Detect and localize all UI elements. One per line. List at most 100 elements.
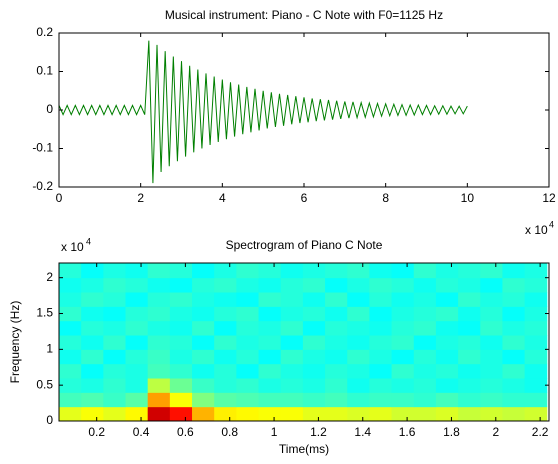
heat-cell	[347, 263, 370, 279]
heat-cell	[125, 378, 149, 393]
heat-cell	[236, 349, 260, 365]
heat-cell	[192, 263, 215, 279]
heat-cell	[391, 392, 415, 408]
heat-cell	[480, 320, 503, 336]
heat-cell	[192, 392, 215, 408]
heat-cell	[236, 320, 260, 336]
heat-cell	[502, 306, 526, 322]
x-tick-label: 0.8	[221, 425, 238, 439]
heat-cell	[169, 263, 193, 279]
heat-cell	[59, 306, 82, 322]
heat-cell	[413, 263, 437, 279]
heat-cell	[236, 277, 260, 293]
y-tick-label: 1.5	[36, 306, 53, 320]
heat-cell	[524, 263, 548, 279]
heat-cell	[192, 320, 215, 336]
x-tick-label: 2	[137, 191, 144, 205]
heat-cell	[147, 263, 171, 279]
heat-cell	[524, 349, 548, 365]
x-axis-label: Time(ms)	[279, 442, 329, 456]
heat-cell	[347, 306, 370, 322]
heat-cell	[147, 363, 171, 379]
heat-cell	[169, 392, 193, 408]
heat-cell	[59, 320, 82, 336]
heat-cell	[458, 320, 481, 336]
heat-cell	[502, 363, 526, 379]
heat-cell	[435, 335, 459, 350]
heat-cell	[258, 406, 282, 422]
heat-cell	[169, 306, 193, 322]
heat-cell	[480, 363, 503, 379]
heat-cell	[325, 392, 348, 408]
y-tick-label: 1	[46, 342, 53, 356]
heat-cell	[325, 335, 348, 350]
heat-cell	[258, 277, 282, 293]
heat-cell	[413, 392, 437, 408]
heat-cell	[236, 406, 260, 422]
heat-cell	[347, 392, 370, 408]
heat-cell	[435, 292, 459, 307]
y-multiplier: x 10	[61, 240, 84, 254]
heat-cell	[59, 335, 82, 350]
heat-cell	[325, 263, 348, 279]
x-multiplier-exponent: 4	[549, 219, 554, 229]
heat-cell	[347, 363, 370, 379]
y-tick-label: 0.2	[36, 25, 53, 39]
heat-cell	[214, 406, 237, 422]
heat-cell	[369, 378, 393, 393]
heat-cell	[325, 363, 348, 379]
heat-cell	[302, 263, 326, 279]
heat-cell	[325, 292, 348, 307]
heat-cell	[103, 335, 127, 350]
heat-cell	[125, 349, 149, 365]
heat-cell	[214, 277, 237, 293]
heat-cell	[302, 378, 326, 393]
heat-cell	[81, 277, 104, 293]
heat-cell	[147, 306, 171, 322]
heat-cell	[369, 292, 393, 307]
y-tick-label: -0.1	[32, 141, 53, 155]
heat-cell	[59, 406, 82, 422]
heat-cell	[214, 292, 237, 307]
heat-cell	[413, 306, 437, 322]
heat-cell	[502, 335, 526, 350]
heat-cell	[302, 306, 326, 322]
heat-cell	[236, 363, 260, 379]
heat-cell	[125, 335, 149, 350]
heat-cell	[413, 378, 437, 393]
heat-cell	[147, 349, 171, 365]
heat-cell	[435, 363, 459, 379]
heat-cell	[325, 378, 348, 393]
heat-cell	[369, 263, 393, 279]
heat-cell	[280, 263, 304, 279]
heat-cell	[147, 292, 171, 307]
heat-cell	[192, 363, 215, 379]
heat-cell	[147, 277, 171, 293]
heat-cell	[435, 392, 459, 408]
heat-cell	[169, 406, 193, 422]
heat-cell	[458, 378, 481, 393]
heat-cell	[302, 335, 326, 350]
y-tick-label: 0	[46, 102, 53, 116]
heat-cell	[458, 335, 481, 350]
heat-cell	[258, 335, 282, 350]
y-multiplier-exponent: 4	[86, 236, 91, 246]
x-tick-label: 6	[301, 191, 308, 205]
heat-cell	[258, 306, 282, 322]
heat-cell	[192, 306, 215, 322]
heat-cell	[480, 392, 503, 408]
heat-cell	[435, 263, 459, 279]
heat-cell	[480, 292, 503, 307]
heat-cell	[347, 292, 370, 307]
heat-cell	[125, 263, 149, 279]
heat-cell	[147, 320, 171, 336]
heat-cell	[147, 335, 171, 350]
heat-cell	[214, 335, 237, 350]
heat-cell	[369, 363, 393, 379]
heat-cell	[302, 292, 326, 307]
heat-cell	[458, 349, 481, 365]
heat-cell	[347, 378, 370, 393]
heat-cell	[192, 349, 215, 365]
heat-cell	[391, 263, 415, 279]
